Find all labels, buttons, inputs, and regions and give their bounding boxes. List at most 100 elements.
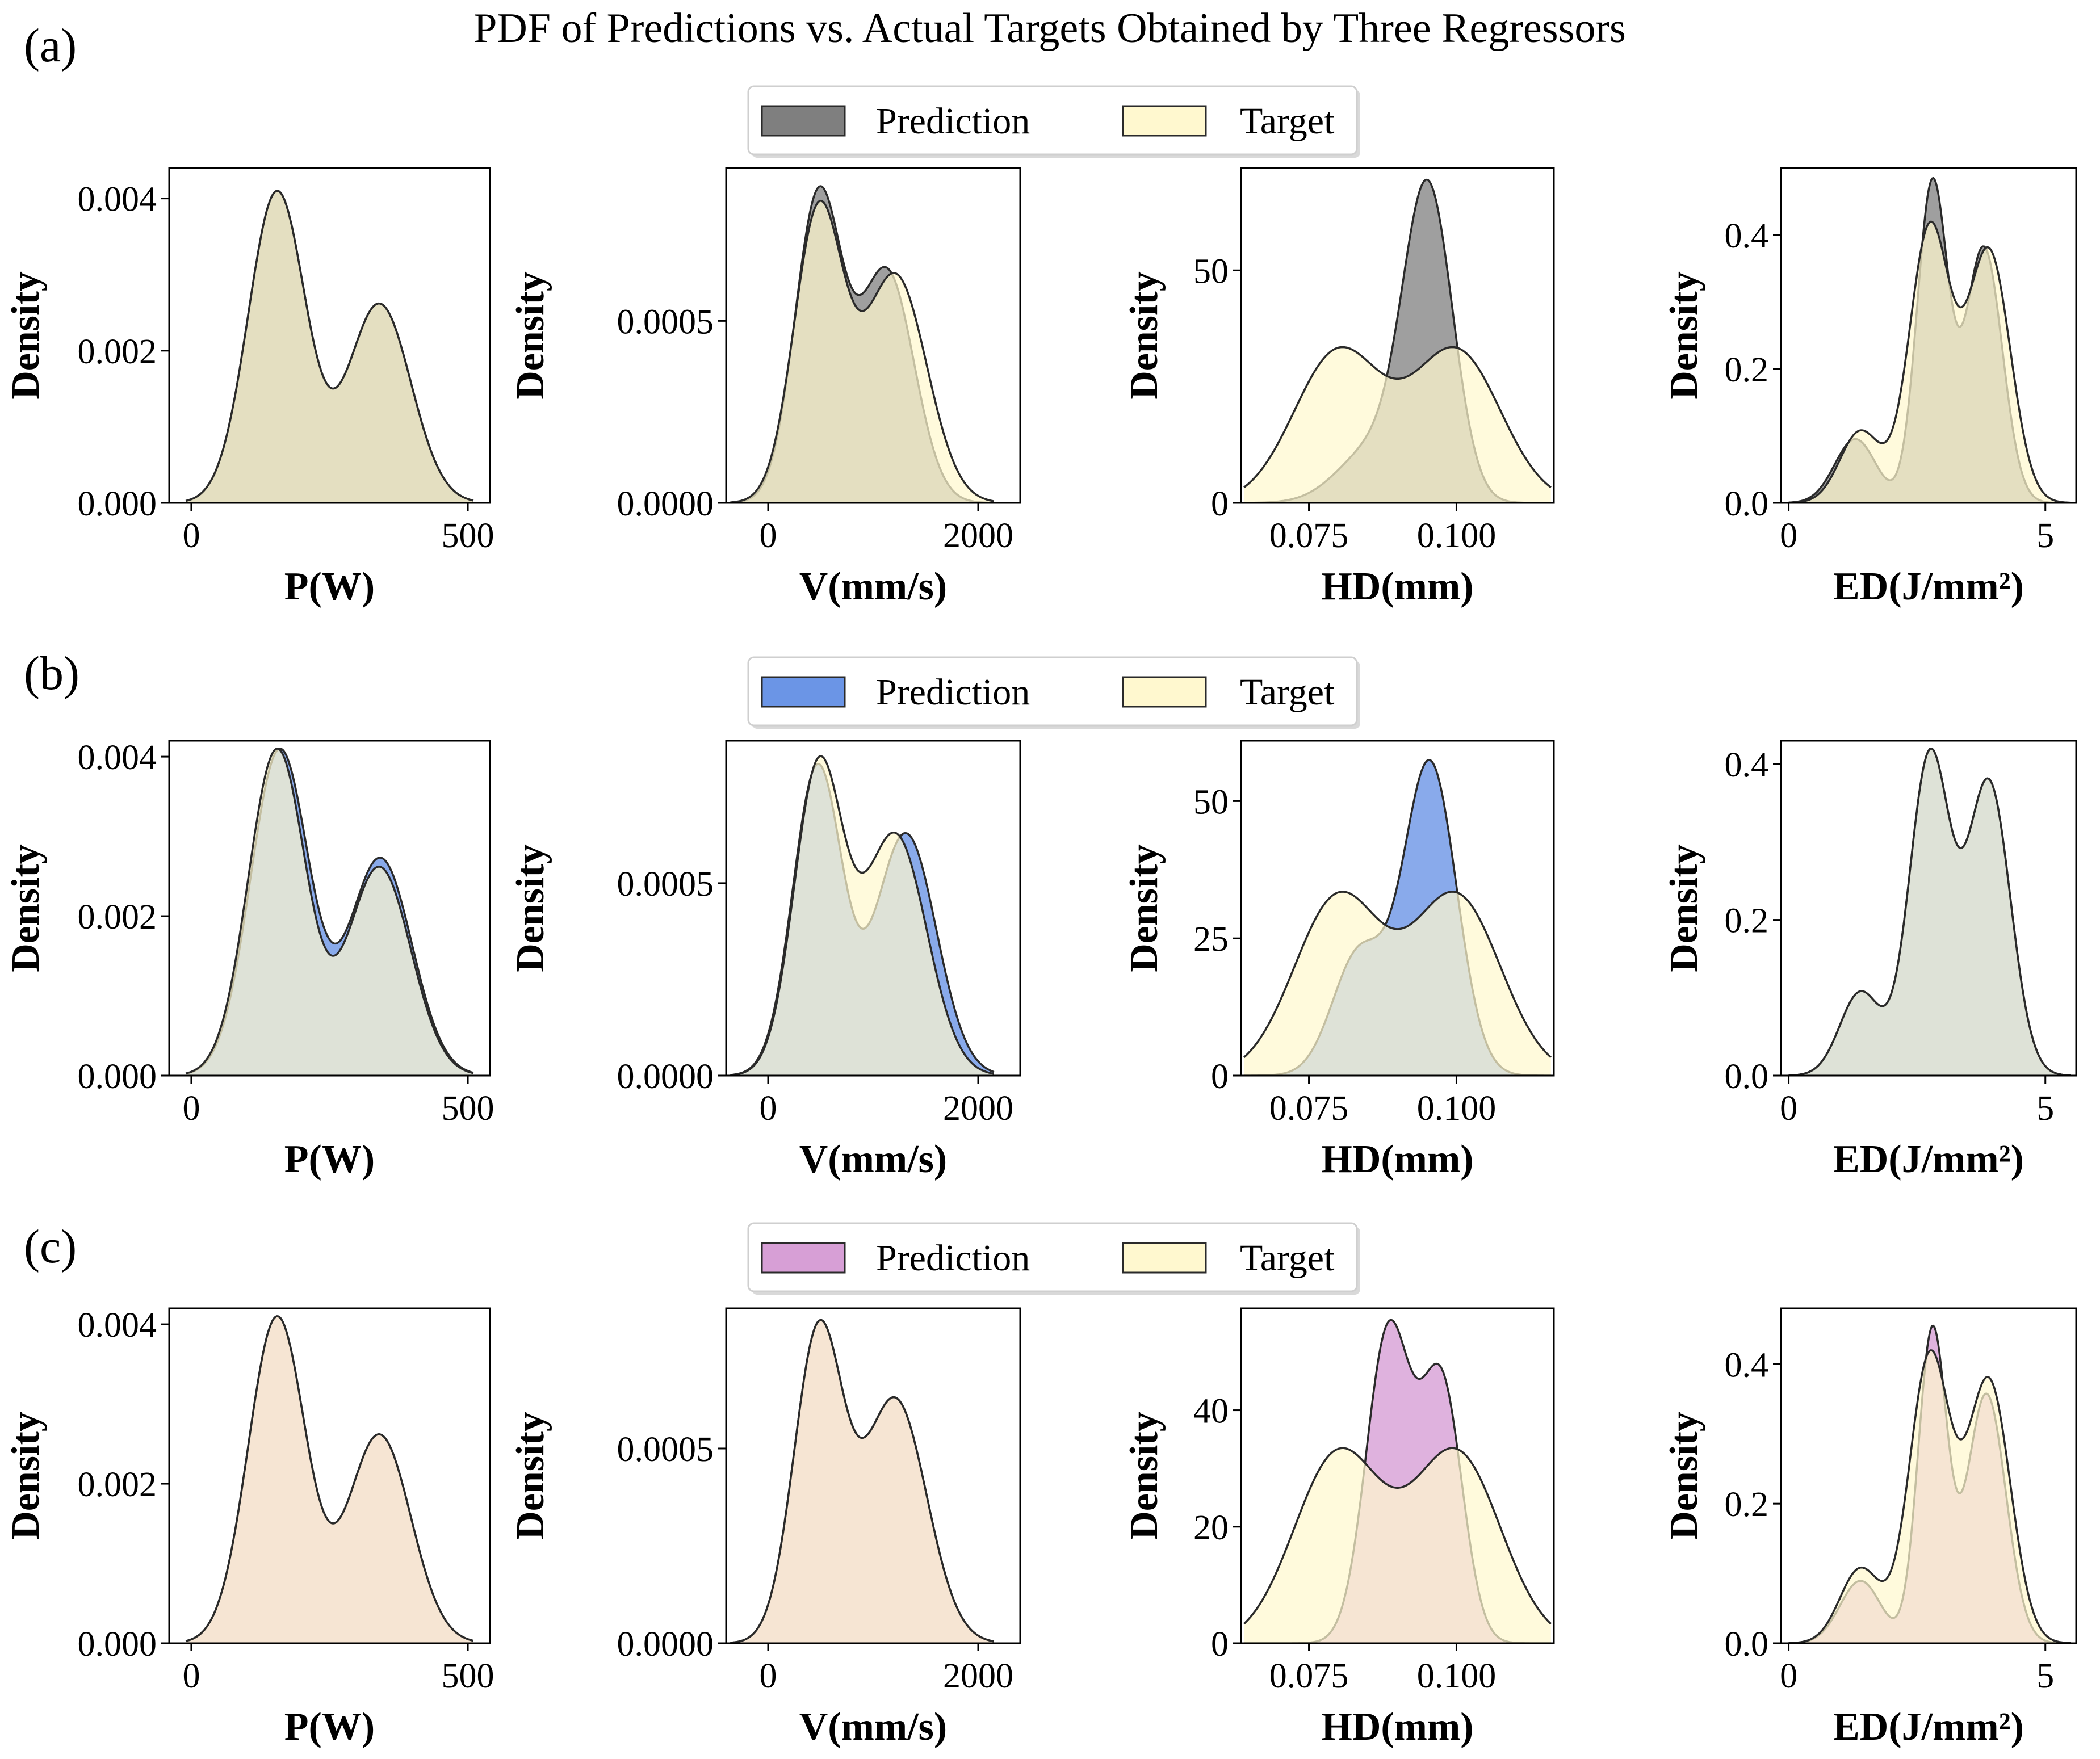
axes-frame <box>725 740 1021 1077</box>
panel-ed: 0 5 0.0 0.2 0.4 ED(J/mm²) Density <box>1662 740 2077 1181</box>
prediction-density-area <box>1244 759 1551 1076</box>
target-density-line <box>1788 747 2071 1076</box>
plot-area <box>1243 178 1552 503</box>
target-density-area <box>1244 347 1551 503</box>
legend-box <box>747 85 1358 156</box>
panel-v: 0 2000 0.0000 0.0005 V(mm/s) Density <box>509 167 1021 608</box>
panel-p: 0 500 0.000 0.002 0.004 P(W) Density <box>4 738 494 1181</box>
y-tick-label: 0 <box>1211 1057 1229 1096</box>
row-label: (c) <box>24 1220 77 1273</box>
x-tick-label: 0 <box>1780 517 1797 555</box>
panel-hd: 0.075 0.100 0 25 50 HD(mm) Density <box>1122 740 1555 1181</box>
plot-area <box>185 748 474 1076</box>
x-axis-label: V(mm/s) <box>799 1705 947 1749</box>
plot-area <box>1788 747 2071 1076</box>
legend-prediction-label: Prediction <box>876 100 1030 142</box>
target-density-line <box>185 190 474 502</box>
plot-area <box>185 1315 474 1643</box>
row-label: (a) <box>24 19 77 72</box>
axes-frame <box>1780 167 2077 504</box>
target-density-line <box>1788 1349 2072 1643</box>
plot-area <box>1243 1319 1552 1643</box>
y-tick-label: 0.4 <box>1725 746 1769 784</box>
target-density-area <box>730 756 994 1076</box>
y-axis-label: Density <box>4 271 48 400</box>
target-density-area <box>730 1320 994 1643</box>
y-tick-label: 0.0005 <box>617 865 714 904</box>
y-tick-label: 0.0000 <box>617 1057 714 1096</box>
target-density-line <box>1243 1447 1552 1625</box>
x-tick-label: 0 <box>182 517 200 555</box>
target-density-area <box>730 200 994 503</box>
panel-hd: 0.075 0.100 0 20 40 HD(mm) Density <box>1122 1307 1555 1749</box>
y-tick-label: 0 <box>1211 485 1229 523</box>
axes-frame <box>725 1307 1021 1644</box>
x-tick-label: 500 <box>442 1089 494 1128</box>
panel-v: 0 2000 0.0000 0.0005 V(mm/s) Density <box>509 1307 1021 1749</box>
y-axis-label: Density <box>4 1412 48 1540</box>
legend: Prediction Target <box>747 85 1360 158</box>
target-density-area <box>186 749 473 1076</box>
target-density-area <box>1244 892 1551 1076</box>
x-tick-label: 0 <box>760 517 777 555</box>
y-axis-label: Density <box>1122 844 1166 972</box>
y-tick-label: 0 <box>1211 1625 1229 1664</box>
x-tick-label: 0 <box>760 1657 777 1695</box>
axes-frame <box>1240 740 1555 1077</box>
panel-v: 0 2000 0.0000 0.0005 V(mm/s) Density <box>509 740 1021 1181</box>
y-axis-label: Density <box>1122 271 1166 400</box>
legend-prediction-swatch <box>761 1242 846 1274</box>
target-density-area <box>1788 748 2071 1076</box>
y-tick-label: 0.0 <box>1725 1625 1769 1664</box>
x-tick-label: 5 <box>2036 517 2054 555</box>
plot-area <box>185 190 474 503</box>
x-tick-label: 0 <box>1780 1657 1797 1695</box>
y-axis-label: Density <box>509 1412 552 1540</box>
y-tick-label: 0.0 <box>1725 485 1769 523</box>
y-tick-label: 0.4 <box>1725 1346 1769 1384</box>
y-tick-label: 50 <box>1193 252 1229 291</box>
x-tick-label: 0 <box>182 1657 200 1695</box>
y-tick-label: 25 <box>1193 920 1229 959</box>
y-tick-label: 0.004 <box>78 1306 157 1345</box>
panel-ed: 0 5 0.0 0.2 0.4 ED(J/mm²) Density <box>1662 167 2077 608</box>
x-tick-label: 0.075 <box>1269 1089 1349 1128</box>
plot-area <box>730 1319 995 1643</box>
prediction-density-area <box>1244 179 1551 503</box>
x-axis-label: ED(J/mm²) <box>1833 565 2024 608</box>
target-density-line <box>185 748 474 1074</box>
y-tick-label: 20 <box>1193 1509 1229 1547</box>
x-tick-label: 500 <box>442 517 494 555</box>
y-tick-label: 0.000 <box>78 485 157 523</box>
y-tick-label: 0.002 <box>78 1466 157 1504</box>
y-axis-label: Density <box>4 844 48 972</box>
target-density-line <box>1243 891 1552 1059</box>
y-tick-label: 40 <box>1193 1392 1229 1431</box>
legend-prediction-swatch <box>761 676 846 708</box>
axes-frame <box>168 740 491 1077</box>
y-axis-label: Density <box>509 271 552 400</box>
y-axis-label: Density <box>1662 844 1706 972</box>
y-tick-label: 0.2 <box>1725 351 1769 389</box>
x-axis-label: HD(mm) <box>1321 565 1473 608</box>
legend: Prediction Target <box>747 656 1360 729</box>
legend-prediction-label: Prediction <box>876 1237 1030 1279</box>
axes-frame <box>1780 740 2077 1077</box>
axes-frame <box>1240 167 1555 504</box>
x-axis-label: HD(mm) <box>1321 1137 1473 1181</box>
target-density-area <box>1788 221 2071 503</box>
axes-frame <box>168 167 491 504</box>
y-axis-label: Density <box>509 844 552 972</box>
x-axis-label: HD(mm) <box>1321 1705 1473 1749</box>
y-tick-label: 0.002 <box>78 333 157 371</box>
y-tick-label: 0.000 <box>78 1625 157 1664</box>
y-tick-label: 50 <box>1193 783 1229 821</box>
x-tick-label: 500 <box>442 1657 494 1695</box>
x-tick-label: 2000 <box>943 1089 1013 1128</box>
axes-frame <box>168 1307 491 1644</box>
legend-prediction-swatch <box>761 105 846 137</box>
legend-target-label: Target <box>1240 671 1334 713</box>
